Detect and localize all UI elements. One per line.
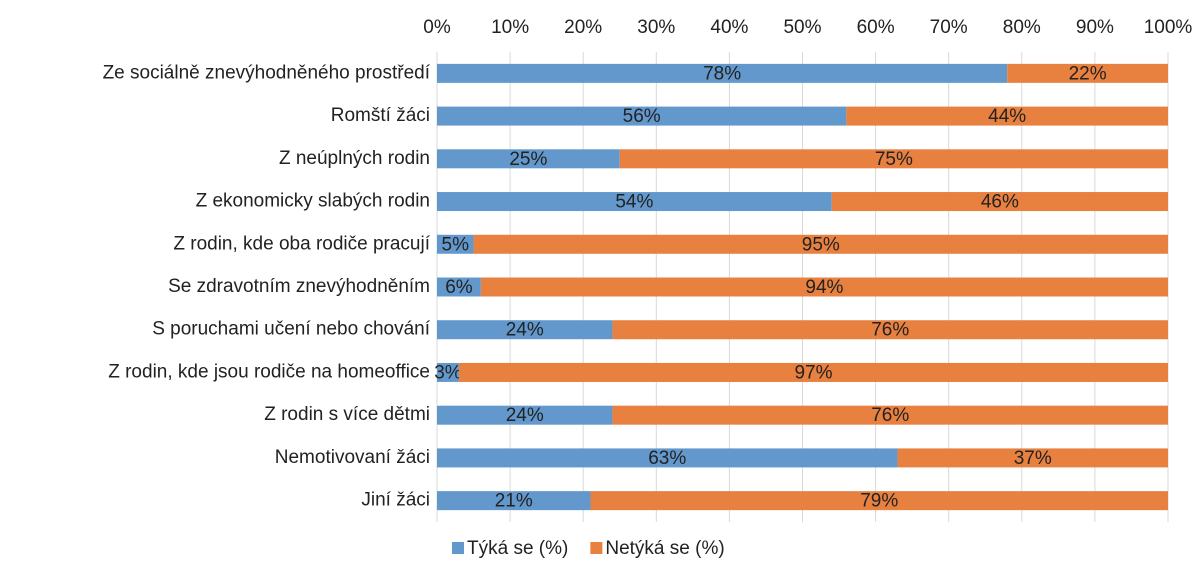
data-label: 94% [805, 277, 843, 298]
bar-segment [473, 234, 1168, 254]
bar-segment [437, 63, 1008, 83]
bar-segment [480, 277, 1168, 297]
y-tick-label: Ze sociálně znevýhodněného prostředí [103, 62, 431, 83]
x-tick-label: 0% [423, 17, 451, 38]
data-label: 44% [988, 106, 1026, 127]
data-label: 95% [802, 234, 840, 255]
x-tick-label: 100% [1144, 17, 1193, 38]
data-label: 37% [1014, 448, 1052, 469]
bar-segment [458, 362, 1168, 382]
bar-segment [437, 448, 898, 468]
y-tick-label: Z ekonomicky slabých rodin [196, 191, 430, 212]
legend-swatch [590, 542, 603, 554]
data-label: 79% [860, 491, 898, 512]
y-tick-label: Se zdravotním znevýhodněním [168, 276, 430, 297]
y-tick-label: Z rodin, kde jsou rodiče na homeoffice [108, 361, 430, 382]
bar-segment [437, 320, 613, 340]
bar-segment [846, 106, 1168, 126]
bar-segment [1007, 63, 1168, 83]
y-tick-label: Z neúplných rodin [279, 148, 430, 169]
y-tick-label: Nemotivovaní žáci [275, 447, 430, 468]
data-label: 75% [875, 149, 913, 170]
x-tick-label: 30% [637, 17, 675, 38]
bar-segment [437, 149, 620, 169]
bar-segment [612, 320, 1168, 340]
x-tick-label: 50% [783, 17, 821, 38]
bar-segment [437, 362, 459, 382]
data-label: 24% [506, 405, 544, 426]
y-tick-label: Romští žáci [331, 105, 430, 126]
bar-segment [831, 192, 1168, 212]
bar-segment [437, 106, 847, 126]
legend-label: Týká se (%) [467, 538, 568, 559]
bar-segment [612, 405, 1168, 425]
legend-label: Netýká se (%) [605, 538, 724, 559]
data-label: 25% [509, 149, 547, 170]
bar-segment [590, 491, 1168, 511]
y-tick-label: Z rodin, kde oba rodiče pracují [173, 233, 430, 254]
legend-swatch [452, 542, 464, 554]
data-label: 21% [495, 491, 533, 512]
y-tick-label: Z rodin s více dětmi [264, 404, 430, 425]
data-label: 54% [615, 192, 653, 213]
data-label: 76% [871, 405, 909, 426]
x-tick-label: 40% [710, 17, 748, 38]
y-tick-label: S poruchami učení nebo chování [152, 319, 431, 340]
x-tick-label: 60% [857, 17, 895, 38]
data-label: 6% [445, 277, 473, 298]
bar-segment [437, 234, 474, 254]
bar-segment [437, 491, 591, 511]
x-tick-label: 10% [491, 17, 529, 38]
data-label: 63% [648, 448, 686, 469]
data-label: 76% [871, 320, 909, 341]
x-tick-label: 20% [564, 17, 602, 38]
data-label: 78% [703, 63, 741, 84]
y-tick-label: Jiní žáci [361, 490, 430, 511]
bar-segment [619, 149, 1168, 169]
data-label: 3% [434, 362, 462, 383]
x-tick-label: 70% [930, 17, 968, 38]
bar-segment [437, 192, 832, 212]
data-label: 56% [623, 106, 661, 127]
data-label: 46% [981, 192, 1019, 213]
bar-segment [897, 448, 1168, 468]
data-label: 97% [794, 362, 832, 383]
bar-segment [437, 277, 481, 297]
x-tick-label: 90% [1076, 17, 1114, 38]
data-label: 22% [1069, 63, 1107, 84]
bar-segment [437, 405, 613, 425]
data-label: 24% [506, 320, 544, 341]
data-label: 5% [442, 234, 470, 255]
x-tick-label: 80% [1003, 17, 1041, 38]
